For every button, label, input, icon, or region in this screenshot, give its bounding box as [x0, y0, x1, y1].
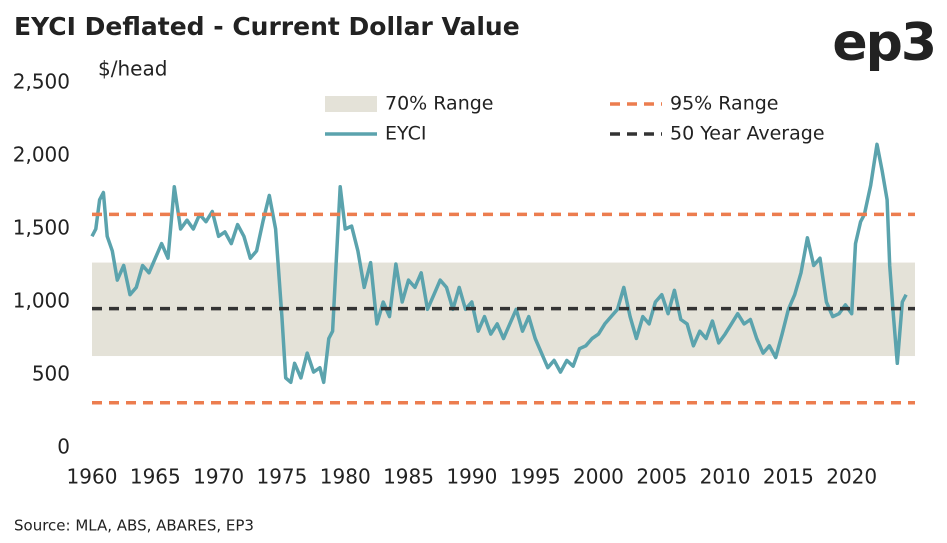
x-tick-label: 1970 — [193, 465, 244, 489]
x-tick-label: 1980 — [320, 465, 371, 489]
x-tick-label: 1985 — [383, 465, 434, 489]
x-tick-label: 1965 — [130, 465, 181, 489]
legend-swatch — [325, 96, 377, 112]
x-tick-label: 1990 — [446, 465, 497, 489]
y-tick-label: 1,000 — [13, 289, 70, 313]
source: Source: MLA, ABS, ABARES, EP3 — [14, 517, 254, 535]
chart-title: EYCI Deflated - Current Dollar Value — [14, 12, 520, 41]
legend-label: 50 Year Average — [670, 123, 825, 145]
y-tick-label: 2,000 — [13, 143, 70, 167]
y-tick-label: 1,500 — [13, 216, 70, 240]
x-tick-label: 2000 — [573, 465, 624, 489]
x-tick-label: 1995 — [510, 465, 561, 489]
legend-label: 70% Range — [385, 93, 494, 115]
x-tick-label: 2020 — [826, 465, 877, 489]
x-tick-label: 1975 — [256, 465, 307, 489]
x-tick-label: 2005 — [636, 465, 687, 489]
legend-label: 95% Range — [670, 93, 779, 115]
legend-label: EYCI — [385, 123, 426, 145]
y-tick-label: 0 — [57, 435, 70, 459]
y-axis-label: $/head — [98, 57, 167, 81]
logo: ep3 — [832, 13, 935, 73]
y-tick-label: 500 — [32, 362, 70, 386]
eyci-line — [90, 142, 908, 385]
y-tick-label: 2,500 — [13, 70, 70, 94]
x-tick-label: 1960 — [67, 465, 118, 489]
x-tick-label: 2010 — [700, 465, 751, 489]
x-tick-label: 2015 — [763, 465, 814, 489]
